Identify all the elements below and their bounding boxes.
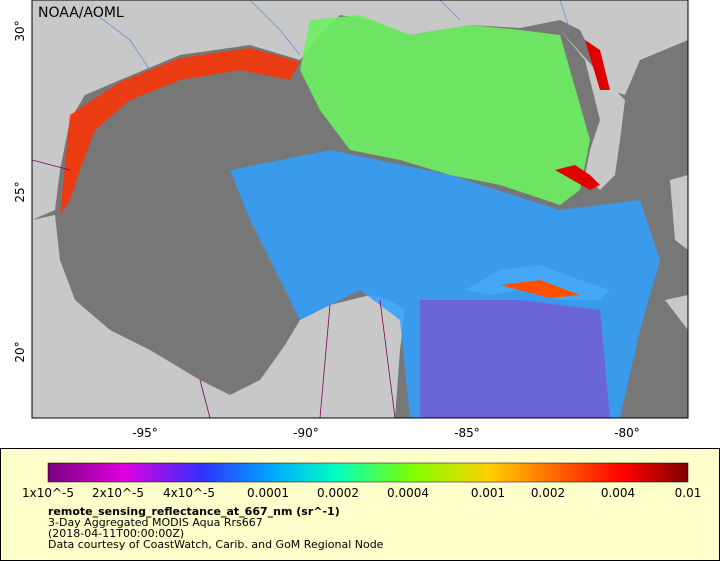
lat-label: 20° xyxy=(13,341,27,362)
data-coast-fl xyxy=(555,40,610,190)
variable: remote_sensing_reflectance_at_667_nm (sr… xyxy=(48,505,340,518)
land-florida xyxy=(560,30,625,190)
lon-label: -95° xyxy=(132,426,158,440)
lat-label: 30° xyxy=(13,20,27,41)
data-caribbean xyxy=(420,300,610,418)
colorbar-label: 4x10^-5 xyxy=(163,486,215,500)
lon-label: -85° xyxy=(454,426,480,440)
colorbar-label: 0.004 xyxy=(601,486,635,500)
land-mexico xyxy=(32,215,405,418)
lon-label: -90° xyxy=(293,426,319,440)
legend-line: (2018-04-11T00:00:00Z) xyxy=(48,527,184,540)
colorbar xyxy=(47,462,689,483)
colorbar-label: 0.002 xyxy=(531,486,565,500)
colorbar-label: 0.001 xyxy=(471,486,505,500)
data-coast-cuba xyxy=(500,280,580,298)
land-islands xyxy=(665,175,688,330)
colorbar-labels: 1x10^-5 2x10^-5 4x10^-5 0.0001 0.0002 0.0004 0… xyxy=(22,486,701,500)
lon-labels: -95° -90° -85° -80° xyxy=(132,426,640,440)
map xyxy=(32,0,688,418)
map-frame xyxy=(31,0,689,419)
legend-line: 3-Day Aggregated MODIS Aqua Rrs667 xyxy=(48,516,263,529)
land-us xyxy=(32,0,688,220)
lon-label: -80° xyxy=(614,426,640,440)
lat-label: 25° xyxy=(13,181,27,202)
data-shelf xyxy=(300,15,590,205)
borders xyxy=(32,159,396,418)
legend-line: Data courtesy of CoastWatch, Carib. and … xyxy=(48,538,384,551)
colorbar-label: 1x10^-5 xyxy=(22,486,74,500)
colorbar-label: 0.0004 xyxy=(387,486,429,500)
rivers xyxy=(89,0,571,71)
lat-labels: 20° 25° 30° xyxy=(13,20,27,362)
data-coast xyxy=(60,48,300,215)
colorbar-label: 0.01 xyxy=(675,486,702,500)
colorbar-label: 2x10^-5 xyxy=(92,486,144,500)
credit: NOAA/AOML xyxy=(38,5,124,21)
colorbar-label: 0.0002 xyxy=(317,486,359,500)
colorbar-label: 0.0001 xyxy=(247,486,289,500)
